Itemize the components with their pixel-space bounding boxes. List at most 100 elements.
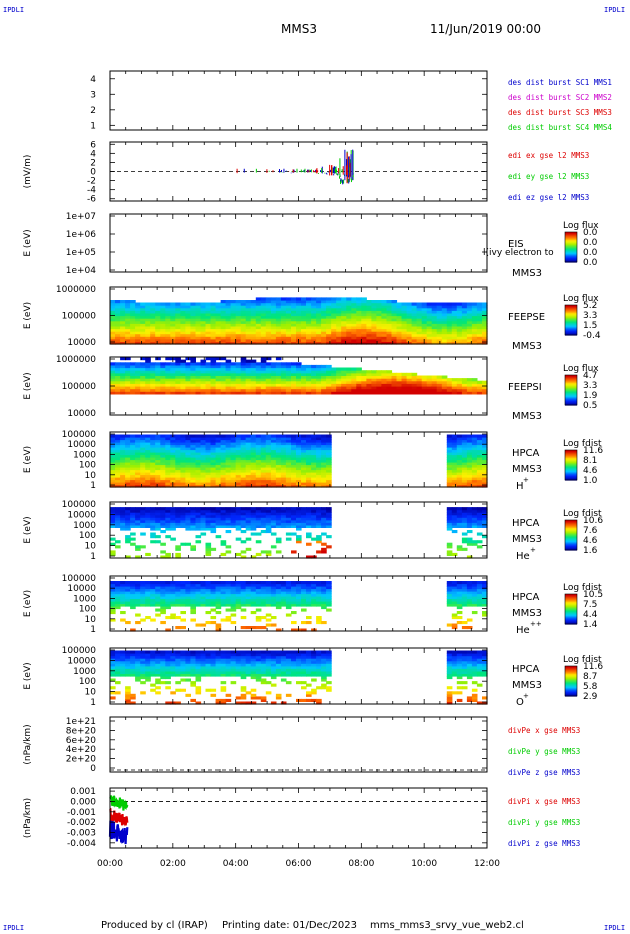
heatmap-cell xyxy=(285,517,292,521)
heatmap-cell xyxy=(210,454,217,458)
heatmap-cell xyxy=(296,362,302,366)
heatmap-cell xyxy=(165,386,171,390)
heatmap-cell xyxy=(115,341,121,345)
heatmap-cell xyxy=(170,613,176,617)
heatmap-cell xyxy=(260,591,267,595)
heatmap-cell xyxy=(240,603,247,607)
heatmap-cell xyxy=(150,596,156,600)
heatmap-cell xyxy=(456,454,463,458)
heatmap-cell xyxy=(155,593,161,597)
heatmap-cell xyxy=(275,628,282,632)
heatmap-cell xyxy=(200,333,207,337)
heatmap-cell xyxy=(321,297,327,301)
heatmap-cell xyxy=(280,434,287,438)
heatmap-cell xyxy=(396,341,403,345)
heatmap-cell xyxy=(321,472,327,476)
heatmap-cell xyxy=(215,386,222,390)
heatmap-cell xyxy=(220,509,227,513)
heatmap-cell xyxy=(175,479,181,483)
heatmap-cell xyxy=(250,519,257,523)
heatmap-cell xyxy=(240,467,247,471)
heatmap-cell xyxy=(316,370,322,374)
heatmap-cell xyxy=(316,333,322,337)
heatmap-cell xyxy=(311,469,317,473)
heatmap-cell xyxy=(180,338,186,342)
heatmap-cell xyxy=(366,336,372,340)
heatmap-cell xyxy=(316,447,322,451)
heatmap-cell xyxy=(301,323,307,327)
heatmap-cell xyxy=(210,514,217,518)
heatmap-cell xyxy=(341,338,347,342)
heatmap-cell xyxy=(311,514,317,518)
heatmap-cell xyxy=(155,507,161,511)
heatmap-cell xyxy=(155,598,161,602)
heatmap-cell xyxy=(265,315,272,319)
heatmap-cell xyxy=(265,307,272,311)
heatmap-cell xyxy=(456,341,463,345)
heatmap-cell xyxy=(356,310,362,314)
heatmap-cell xyxy=(270,333,277,337)
heatmap-cell xyxy=(115,464,121,468)
heatmap-cell xyxy=(306,457,312,461)
heatmap-cell xyxy=(235,320,242,324)
heatmap-cell xyxy=(366,328,372,332)
heatmap-cell xyxy=(471,447,478,451)
heatmap-cell xyxy=(456,302,463,306)
heatmap-cell xyxy=(291,472,297,476)
heatmap-cell xyxy=(250,472,257,476)
heatmap-cell xyxy=(381,300,387,304)
heatmap-cell xyxy=(482,388,488,392)
heatmap-cell xyxy=(220,593,227,597)
heatmap-cell xyxy=(291,315,297,319)
heatmap-cell xyxy=(230,333,237,337)
heatmap-cell xyxy=(301,507,307,511)
heatmap-cell xyxy=(466,325,473,330)
colorbar-title: Log fdist xyxy=(563,439,602,449)
heatmap-cell xyxy=(140,603,146,607)
heatmap-cell xyxy=(446,477,453,481)
heatmap-cell xyxy=(461,318,468,322)
heatmap-cell xyxy=(175,364,181,369)
heatmap-cell xyxy=(270,472,277,476)
heatmap-cell xyxy=(210,359,217,363)
heatmap-cell xyxy=(446,512,453,516)
heatmap-cell xyxy=(180,603,186,607)
heatmap-cell xyxy=(426,315,433,319)
heatmap-cell xyxy=(175,547,181,551)
heatmap-cell xyxy=(165,336,171,340)
colorbar-cell xyxy=(565,245,577,248)
heatmap-cell xyxy=(175,552,181,556)
heatmap-cell xyxy=(482,341,488,345)
heatmap-cell xyxy=(210,598,217,602)
heatmap-cell xyxy=(120,434,126,438)
heatmap-cell xyxy=(255,608,262,612)
heatmap-cell xyxy=(155,357,161,361)
heatmap-cell xyxy=(120,336,126,340)
colorbar-tick-label: 4.6 xyxy=(583,466,598,476)
heatmap-cell xyxy=(270,380,277,384)
heatmap-cell xyxy=(120,325,126,330)
heatmap-cell xyxy=(185,583,191,587)
heatmap-cell xyxy=(135,439,141,443)
colorbar-tick-label: 1.0 xyxy=(583,476,598,486)
heatmap-cell xyxy=(235,380,242,384)
heatmap-cell xyxy=(270,623,277,627)
heatmap-cell xyxy=(291,474,297,478)
heatmap-cell xyxy=(205,462,212,466)
heatmap-cell xyxy=(275,517,282,521)
heatmap-cell xyxy=(250,367,257,371)
heatmap-cell xyxy=(240,550,247,554)
heatmap-cell xyxy=(250,449,257,453)
heatmap-cell xyxy=(431,333,438,337)
heatmap-cell xyxy=(285,532,292,536)
heatmap-cell xyxy=(441,386,448,390)
heatmap-cell xyxy=(285,581,292,585)
heatmap-cell xyxy=(260,598,267,602)
heatmap-cell xyxy=(240,378,247,382)
heatmap-cell xyxy=(210,472,217,476)
heatmap-cell xyxy=(482,310,488,314)
heatmap-cell xyxy=(482,522,488,526)
heatmap-cell xyxy=(336,380,342,384)
heatmap-cell xyxy=(291,367,297,371)
heatmap-cell xyxy=(260,514,267,518)
